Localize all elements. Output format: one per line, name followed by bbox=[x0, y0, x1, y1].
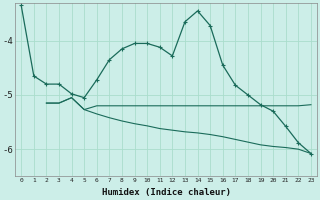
X-axis label: Humidex (Indice chaleur): Humidex (Indice chaleur) bbox=[101, 188, 231, 197]
